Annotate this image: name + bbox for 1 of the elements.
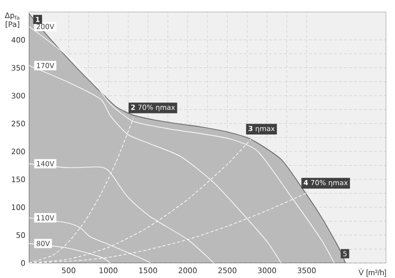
x-axis-title: V̇ [m³/h] [358,268,386,277]
